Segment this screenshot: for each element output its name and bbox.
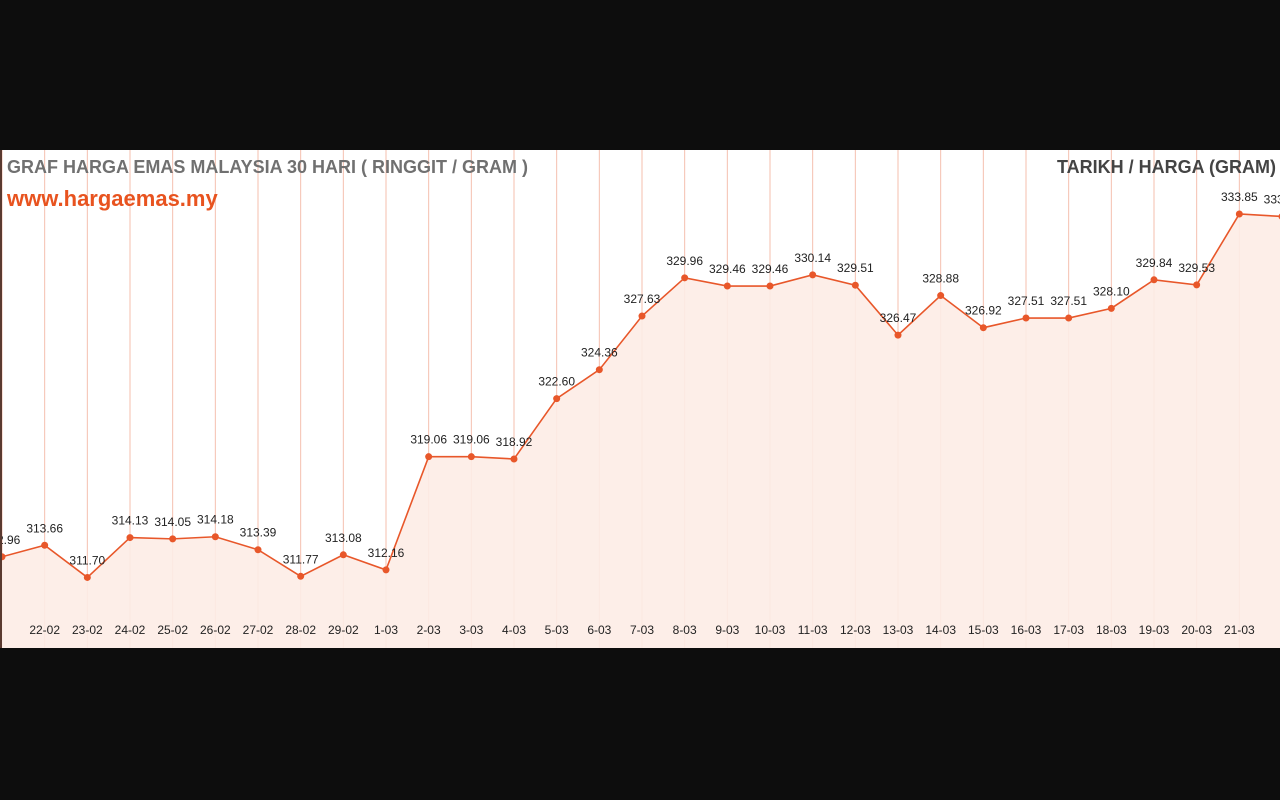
- data-point: [681, 274, 689, 282]
- data-label: 327.51: [1050, 294, 1087, 308]
- x-tick-label: 28-02: [285, 623, 316, 637]
- data-label: 329.84: [1136, 256, 1173, 270]
- x-tick-label: 15-03: [968, 623, 999, 637]
- x-tick-label: 21-03: [1224, 623, 1255, 637]
- data-label: 311.77: [283, 552, 319, 566]
- data-label: 327.51: [1008, 294, 1045, 308]
- legend-title: TARIKH / HARGA (GRAM): [1057, 157, 1276, 177]
- data-label: 314.18: [197, 513, 234, 527]
- x-tick-label: 12-03: [840, 623, 871, 637]
- data-label: 314.05: [154, 515, 191, 529]
- data-point: [339, 551, 347, 559]
- data-label: 319.06: [410, 433, 447, 447]
- x-tick-label: 14-03: [925, 623, 956, 637]
- data-label: 330.14: [794, 251, 831, 265]
- data-point: [894, 331, 902, 339]
- data-label: 328.10: [1093, 284, 1130, 298]
- x-tick-label: 8-03: [673, 623, 697, 637]
- x-tick-label: 20-03: [1181, 623, 1212, 637]
- x-tick-label: 23-02: [72, 623, 103, 637]
- x-tick-label: 19-03: [1139, 623, 1170, 637]
- data-label: 312.96: [0, 533, 21, 547]
- data-label: 322.60: [538, 375, 575, 389]
- data-point: [723, 282, 731, 290]
- data-point: [553, 395, 561, 403]
- data-label: 329.46: [709, 262, 746, 276]
- data-point: [1193, 281, 1201, 289]
- x-tick-label: 7-03: [630, 623, 654, 637]
- data-label: 333.70: [1264, 192, 1280, 206]
- data-label: 313.08: [325, 531, 362, 545]
- data-point: [83, 573, 91, 581]
- data-point: [766, 282, 774, 290]
- x-tick-label: 4-03: [502, 623, 526, 637]
- x-tick-label: 26-02: [200, 623, 231, 637]
- data-point: [425, 453, 433, 461]
- data-label: 328.88: [922, 272, 959, 286]
- data-point: [1235, 210, 1243, 218]
- data-point: [211, 533, 219, 541]
- x-tick-label: 2-03: [417, 623, 441, 637]
- x-tick-label: 13-03: [883, 623, 914, 637]
- data-point: [1107, 304, 1115, 312]
- x-tick-label: 29-02: [328, 623, 359, 637]
- data-label: 326.47: [880, 311, 917, 325]
- x-tick-label: 22-02: [29, 623, 60, 637]
- data-label: 329.51: [837, 261, 874, 275]
- data-label: 329.96: [666, 254, 703, 268]
- data-label: 324.36: [581, 346, 618, 360]
- data-label: 313.66: [26, 521, 63, 535]
- x-tick-label: 5-03: [545, 623, 569, 637]
- data-point: [809, 271, 817, 279]
- data-point: [595, 366, 603, 374]
- data-point: [41, 541, 49, 549]
- data-point: [126, 534, 134, 542]
- data-label: 314.13: [112, 514, 149, 528]
- data-point: [937, 292, 945, 300]
- data-label: 326.92: [965, 304, 1002, 318]
- x-tick-label: 17-03: [1053, 623, 1084, 637]
- data-point: [979, 324, 987, 332]
- x-tick-label: 10-03: [755, 623, 786, 637]
- site-url-link[interactable]: www.hargaemas.my: [7, 186, 218, 211]
- data-label: 319.06: [453, 433, 490, 447]
- x-tick-label: 3-03: [459, 623, 483, 637]
- data-label: 329.53: [1178, 261, 1215, 275]
- data-point: [1065, 314, 1073, 322]
- x-tick-label: 18-03: [1096, 623, 1127, 637]
- data-point: [1150, 276, 1158, 284]
- price-chart: 312.96 313.66 22-02 311.70 23-02 314.13 24-02 3…: [0, 150, 1280, 648]
- x-tick-label: 16-03: [1011, 623, 1042, 637]
- data-point: [638, 312, 646, 320]
- data-label: 327.63: [624, 292, 661, 306]
- data-label: 329.46: [752, 262, 789, 276]
- x-tick-label: 9-03: [715, 623, 739, 637]
- chart-title: GRAF HARGA EMAS MALAYSIA 30 HARI ( RINGG…: [7, 157, 529, 177]
- x-tick-label: 25-02: [157, 623, 188, 637]
- data-point: [2, 553, 6, 561]
- data-point: [510, 455, 518, 463]
- chart-panel: 312.96 313.66 22-02 311.70 23-02 314.13 24-02 3…: [0, 150, 1280, 648]
- data-point: [1022, 314, 1030, 322]
- data-point: [297, 572, 305, 580]
- data-point: [851, 281, 859, 289]
- area-fill: [2, 213, 1280, 648]
- data-label: 313.39: [240, 526, 277, 540]
- data-point: [382, 566, 390, 574]
- data-label: 318.92: [496, 435, 533, 449]
- x-tick-label: 24-02: [115, 623, 146, 637]
- data-point: [467, 453, 475, 461]
- x-tick-label: 27-02: [243, 623, 274, 637]
- data-label: 333.85: [1221, 190, 1258, 204]
- data-label: 311.70: [69, 553, 105, 567]
- data-point: [169, 535, 177, 543]
- data-label: 312.16: [368, 546, 405, 560]
- x-tick-label: 11-03: [798, 623, 828, 637]
- x-tick-label: 6-03: [587, 623, 611, 637]
- x-tick-label: 1-03: [374, 623, 398, 637]
- data-point: [254, 546, 262, 554]
